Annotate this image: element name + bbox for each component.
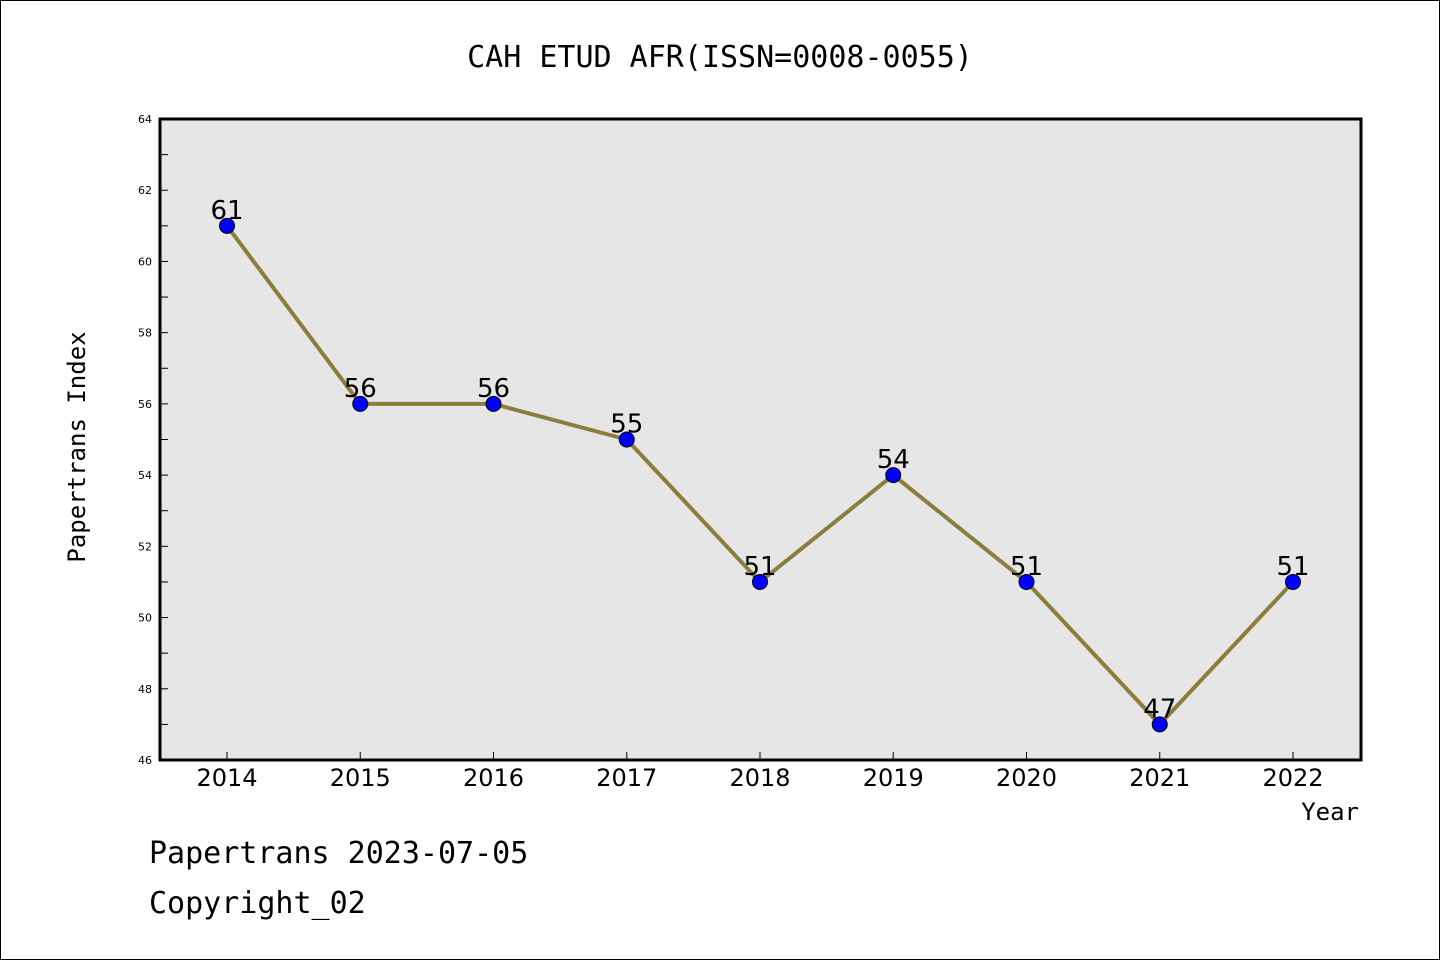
data-label: 51 [1276,552,1309,582]
data-point [752,573,768,590]
data-label: 47 [1143,694,1176,724]
y-axis-label: Papertrans Index [63,331,91,562]
data-label: 51 [1010,552,1043,582]
plot-border [158,117,1363,762]
y-tick-label: 58 [138,327,152,340]
x-tick-label: 2020 [996,764,1057,792]
x-tick-label: 2015 [330,764,391,792]
y-tick-label: 60 [138,255,152,268]
y-tick-label: 62 [138,184,152,197]
footer-date: Papertrans 2023-07-05 [149,836,528,871]
data-point [1151,716,1168,733]
data-point [885,467,902,484]
data-labels: 61 56 56 55 51 54 51 47 51 [210,196,1309,725]
y-tick-label: 50 [138,612,152,625]
x-tick-label: 2016 [463,764,524,792]
data-point [1018,573,1035,590]
x-tick-label: 2021 [1129,764,1190,792]
x-tick-label: 2019 [863,764,924,792]
y-tick-label: 56 [138,398,152,411]
y-tick-label: 52 [138,540,152,553]
y-tick-label: 64 [138,113,152,126]
footer-copyright: Copyright_02 [149,886,366,921]
x-tick-label: 2018 [729,764,790,792]
y-tick-label: 48 [138,683,152,696]
x-tick-label: 2014 [196,764,257,792]
x-axis-label: Year [1301,798,1359,826]
data-markers [219,217,1301,733]
data-point [219,217,235,234]
x-tick-label: 2022 [1262,764,1323,792]
x-tick-label: 2017 [596,764,657,792]
y-tick-label: 46 [138,754,152,767]
data-point [1285,573,1301,590]
y-axis: 46 48 50 52 54 56 58 60 62 64 [138,113,168,767]
chart-title: CAH ETUD AFR(ISSN=0008-0055) [467,40,973,75]
data-label: 56 [477,374,510,404]
data-label: 55 [610,410,643,440]
data-label: 56 [344,374,377,404]
x-axis: 2014 2015 2016 2017 2018 2019 2020 2021 2022 [196,752,1324,792]
plot-area [160,119,1361,760]
y-tick-label: 54 [138,469,152,482]
data-point [618,431,635,448]
data-label: 61 [210,196,243,226]
data-label: 51 [743,552,776,582]
data-point [352,395,369,412]
data-label: 54 [877,445,910,475]
data-point [485,395,502,412]
